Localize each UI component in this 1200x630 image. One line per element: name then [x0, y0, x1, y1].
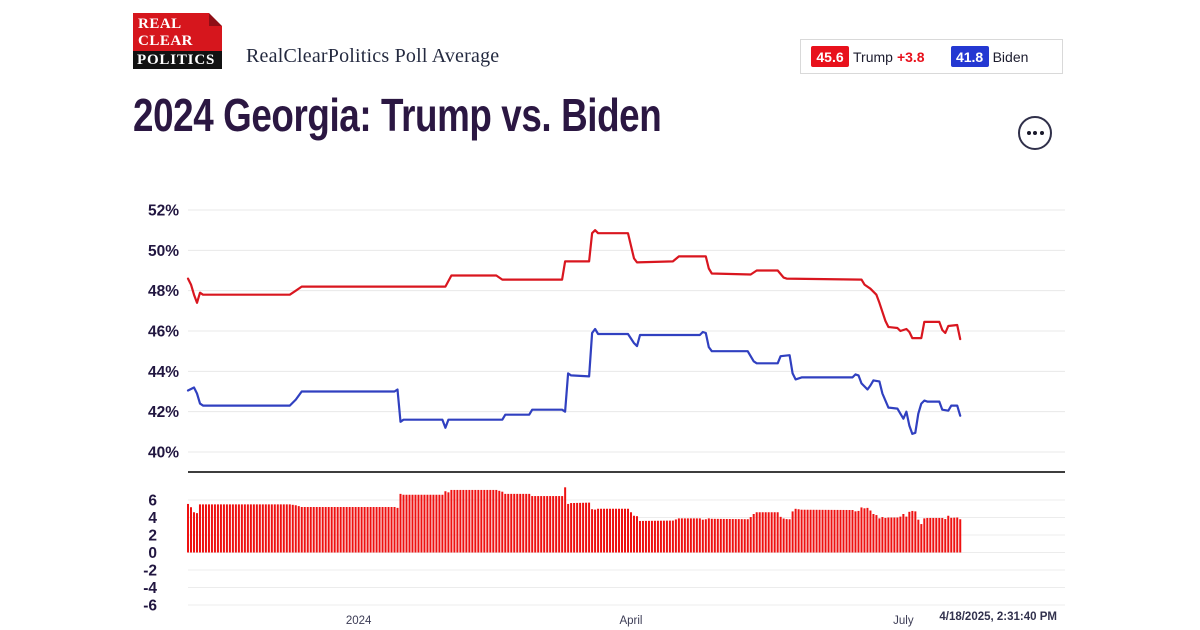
- spread-y-axis-label: 6: [148, 493, 157, 510]
- spread-y-axis-label: 0: [148, 545, 157, 562]
- ellipsis-icon: [1026, 131, 1031, 135]
- spread-y-axis-label: -6: [143, 598, 157, 615]
- y-axis-label: 40%: [148, 445, 179, 462]
- trump-label: Trump: [853, 48, 893, 65]
- more-options-button[interactable]: [1018, 116, 1052, 150]
- rcp-logo[interactable]: REAL CLEAR POLITICS: [133, 13, 222, 69]
- x-axis-label: 2024: [346, 615, 372, 627]
- trump-line: [186, 229, 962, 341]
- logo-text-politics: POLITICS: [137, 52, 216, 68]
- ellipsis-icon: [1033, 131, 1037, 135]
- spread-bars: [187, 487, 962, 553]
- biden-score-badge: 41.8: [950, 46, 989, 67]
- page-title: 2024 Georgia: Trump vs. Biden: [133, 89, 662, 141]
- biden-line: [186, 327, 962, 435]
- spread-y-axis-label: 4: [148, 510, 157, 527]
- y-axis-label: 50%: [148, 243, 179, 260]
- x-axis-labels: 2024 April July: [346, 615, 914, 627]
- logo-band: [133, 51, 222, 69]
- y-axis-label: 42%: [148, 404, 179, 421]
- brand-subtitle: RealClearPolitics Poll Average: [246, 45, 500, 67]
- x-axis-label: July: [893, 615, 914, 627]
- main-y-axis-labels: 52% 50% 48% 46% 44% 42% 40%: [148, 203, 179, 462]
- main-gridlines: [188, 209, 1065, 453]
- logo-fold-icon: [209, 13, 222, 26]
- spread-y-axis-label: -2: [143, 563, 157, 580]
- y-axis-label: 52%: [148, 203, 179, 220]
- y-axis-label: 46%: [148, 324, 179, 341]
- spread-y-axis-label: 2: [148, 528, 157, 545]
- x-axis-label: April: [619, 615, 642, 627]
- trump-score-badge: 45.6: [811, 46, 849, 67]
- logo-text-clear: CLEAR: [138, 33, 194, 49]
- spread-y-axis-label: -4: [143, 580, 157, 597]
- y-axis-label: 44%: [148, 364, 179, 381]
- trump-lead-value: +3.8: [896, 48, 925, 65]
- biden-label: Biden: [992, 48, 1029, 65]
- ellipsis-icon: [1039, 131, 1044, 135]
- y-axis-label: 48%: [148, 283, 179, 300]
- logo-text-real: REAL: [138, 16, 182, 32]
- score-legend: 45.6 Trump +3.8 41.8 Biden: [800, 39, 1063, 74]
- chart-timestamp: 4/18/2025, 2:31:40 PM: [939, 611, 1057, 623]
